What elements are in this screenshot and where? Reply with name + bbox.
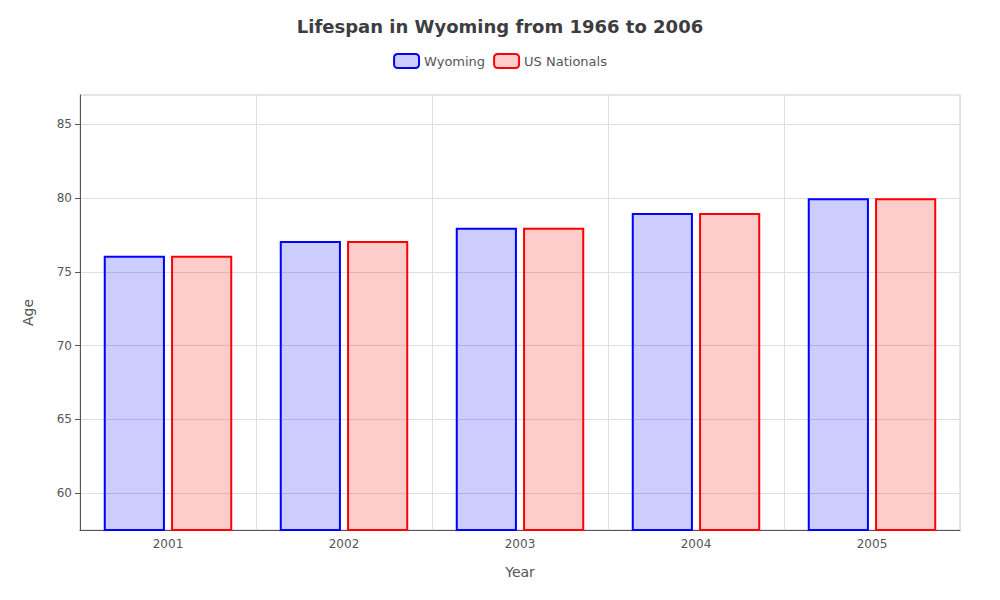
svg-text:Lifespan in Wyoming from 1966: Lifespan in Wyoming from 1966 to 2006 [297, 16, 703, 37]
svg-text:2003: 2003 [505, 537, 536, 551]
svg-text:80: 80 [57, 191, 72, 205]
svg-text:2002: 2002 [329, 537, 360, 551]
svg-text:US Nationals: US Nationals [524, 54, 607, 69]
svg-text:2005: 2005 [857, 537, 888, 551]
svg-text:2004: 2004 [681, 537, 712, 551]
svg-text:75: 75 [57, 265, 72, 279]
svg-text:Year: Year [504, 564, 535, 580]
svg-text:60: 60 [57, 486, 72, 500]
svg-text:Age: Age [20, 299, 36, 326]
svg-text:65: 65 [57, 412, 72, 426]
svg-text:Wyoming: Wyoming [424, 54, 485, 69]
svg-text:70: 70 [57, 339, 72, 353]
svg-text:85: 85 [57, 117, 72, 131]
svg-text:2001: 2001 [153, 537, 184, 551]
